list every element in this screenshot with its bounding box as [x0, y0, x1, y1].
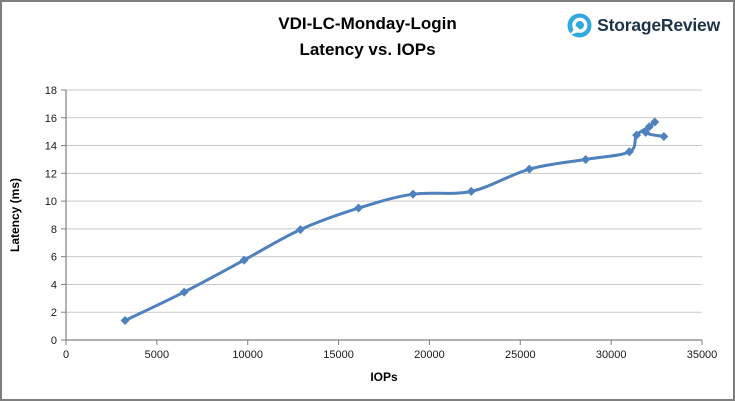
data-point-marker [524, 164, 534, 174]
series-line [123, 120, 666, 323]
data-point-marker [581, 154, 591, 164]
data-point-marker [239, 255, 249, 265]
chart-title: VDI-LC-Monday-Login Latency vs. IOPs [2, 11, 733, 63]
data-point-marker [641, 127, 651, 137]
data-point-marker [650, 117, 660, 127]
y-axis-title: Latency (ms) [8, 178, 22, 252]
y-tick-label: 14 [45, 141, 57, 153]
x-tick-label: 35000 [687, 349, 718, 361]
data-point-marker [644, 122, 654, 132]
data-point-marker [408, 189, 418, 199]
data-point-marker [632, 130, 642, 140]
x-tick-label: 0 [63, 349, 69, 361]
x-tick-label: 25000 [505, 349, 536, 361]
data-point-marker [120, 316, 130, 326]
y-tick-label: 6 [51, 252, 57, 264]
x-tick-label: 30000 [596, 349, 627, 361]
y-tick-label: 4 [51, 279, 57, 291]
storagereview-wordmark: StorageReview [597, 15, 720, 35]
storagereview-icon [567, 13, 592, 38]
x-axis-title: IOPs [370, 370, 398, 384]
y-tick-label: 12 [45, 168, 57, 180]
x-tick-label: 5000 [145, 349, 169, 361]
y-tick-label: 16 [45, 113, 57, 125]
data-point-marker [179, 287, 189, 297]
y-tick-label: 0 [51, 335, 57, 347]
data-point-marker [659, 132, 669, 142]
y-tick-label: 18 [45, 85, 57, 97]
x-tick-label: 20000 [414, 349, 445, 361]
y-tick-label: 10 [45, 196, 57, 208]
chart-title-line1: VDI-LC-Monday-Login [278, 14, 457, 33]
storagereview-logo: StorageReview [567, 13, 720, 38]
x-tick-label: 10000 [232, 349, 263, 361]
data-point-marker [354, 203, 364, 213]
chart-title-line2: Latency vs. IOPs [299, 40, 436, 59]
data-point-marker [624, 147, 634, 157]
data-point-marker [295, 225, 305, 235]
y-tick-label: 2 [51, 307, 57, 319]
data-point-marker [466, 186, 476, 196]
y-tick-label: 8 [51, 224, 57, 236]
x-tick-label: 15000 [323, 349, 354, 361]
